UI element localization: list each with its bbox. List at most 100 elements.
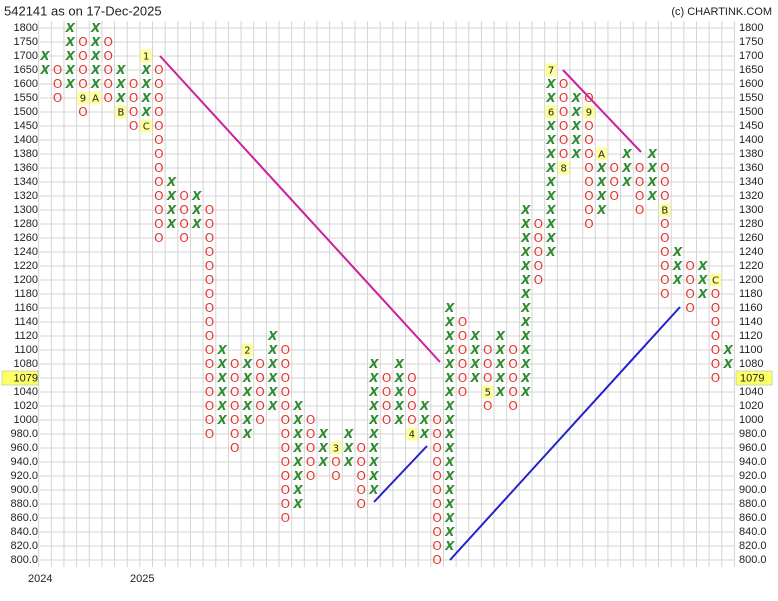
x-box: X bbox=[166, 175, 177, 189]
x-box: X bbox=[292, 441, 303, 455]
y-tick-label: 980.0 bbox=[10, 428, 38, 440]
y-tick-label-right: 1700 bbox=[739, 50, 763, 62]
trendline bbox=[159, 55, 441, 363]
y-tick-label: 840.0 bbox=[10, 526, 38, 538]
o-box: O bbox=[205, 399, 214, 413]
o-box: O bbox=[711, 329, 720, 343]
x-box: X bbox=[469, 329, 480, 343]
o-box: O bbox=[432, 455, 441, 469]
x-box: X bbox=[571, 133, 582, 147]
x-box: X bbox=[65, 63, 76, 77]
y-tick-label-right: 1100 bbox=[739, 344, 763, 356]
month-marker-box bbox=[241, 343, 253, 357]
o-box: O bbox=[584, 119, 593, 133]
o-box: O bbox=[534, 231, 543, 245]
y-tick-label-right: 1400 bbox=[739, 134, 763, 146]
o-box: O bbox=[584, 217, 593, 231]
x-box: X bbox=[647, 161, 658, 175]
o-box: O bbox=[508, 343, 517, 357]
x-box: X bbox=[672, 259, 683, 273]
x-box: X bbox=[343, 455, 354, 469]
o-box: O bbox=[230, 441, 239, 455]
y-tick-label: 880.0 bbox=[10, 498, 38, 510]
x-box: X bbox=[267, 371, 278, 385]
o-box: O bbox=[660, 259, 669, 273]
o-box: O bbox=[508, 371, 517, 385]
x-box: X bbox=[216, 385, 227, 399]
o-box: O bbox=[559, 147, 568, 161]
x-column: XXX bbox=[318, 427, 329, 469]
month-marker-box bbox=[77, 91, 89, 105]
x-box: X bbox=[495, 329, 506, 343]
y-tick-label: 1020 bbox=[14, 400, 38, 412]
x-box: X bbox=[242, 385, 253, 399]
y-tick-label: 1800 bbox=[14, 22, 38, 34]
y-tick-label: 1650 bbox=[14, 64, 38, 76]
x-box: X bbox=[520, 287, 531, 301]
x-box: X bbox=[596, 189, 607, 203]
o-box: O bbox=[331, 455, 340, 469]
x-box: X bbox=[115, 63, 126, 77]
o-box: O bbox=[407, 371, 416, 385]
x-box: X bbox=[90, 35, 101, 49]
y-tick-label: 1700 bbox=[14, 50, 38, 62]
x-box: X bbox=[141, 91, 152, 105]
x-box: X bbox=[722, 343, 733, 357]
x-box: X bbox=[520, 203, 531, 217]
x-box: X bbox=[368, 357, 379, 371]
o-box: O bbox=[230, 413, 239, 427]
o-box: O bbox=[458, 315, 467, 329]
x-box: X bbox=[545, 245, 556, 259]
x-box: X bbox=[394, 357, 405, 371]
month-marker: 7 bbox=[548, 66, 554, 77]
month-marker-box bbox=[583, 105, 595, 119]
o-box: O bbox=[230, 427, 239, 441]
x-box: X bbox=[292, 469, 303, 483]
y-tick-label: 920.0 bbox=[10, 470, 38, 482]
month-marker-box bbox=[596, 147, 608, 161]
x-box: X bbox=[292, 399, 303, 413]
o-box: O bbox=[281, 497, 290, 511]
o-box: O bbox=[306, 427, 315, 441]
x-box: X bbox=[545, 133, 556, 147]
o-box: O bbox=[483, 371, 492, 385]
o-box: O bbox=[129, 77, 138, 91]
x-box: X bbox=[469, 343, 480, 357]
y-tick-label: 1300 bbox=[14, 204, 38, 216]
x-box: X bbox=[242, 371, 253, 385]
y-tick-label-right: 1140 bbox=[739, 316, 763, 328]
o-box: O bbox=[205, 385, 214, 399]
x-box: X bbox=[444, 455, 455, 469]
y-tick-label-right: 1180 bbox=[739, 288, 763, 300]
o-box: O bbox=[508, 399, 517, 413]
y-tick-label: 1140 bbox=[14, 316, 38, 328]
o-box: O bbox=[154, 77, 163, 91]
x-box: X bbox=[520, 259, 531, 273]
o-box: O bbox=[78, 77, 87, 91]
y-tick-label: 1400 bbox=[14, 134, 38, 146]
x-box: X bbox=[444, 357, 455, 371]
y-tick-label-right: 900.0 bbox=[739, 484, 767, 496]
o-box: O bbox=[610, 189, 619, 203]
x-box: X bbox=[697, 273, 708, 287]
o-box: O bbox=[205, 259, 214, 273]
y-tick-label-right: 1800 bbox=[739, 22, 763, 34]
x-box: X bbox=[444, 385, 455, 399]
x-box: X bbox=[65, 35, 76, 49]
x-box: X bbox=[318, 455, 329, 469]
y-tick-label-right: 1000 bbox=[739, 414, 763, 426]
o-box: O bbox=[635, 175, 644, 189]
o-box: O bbox=[432, 553, 441, 567]
